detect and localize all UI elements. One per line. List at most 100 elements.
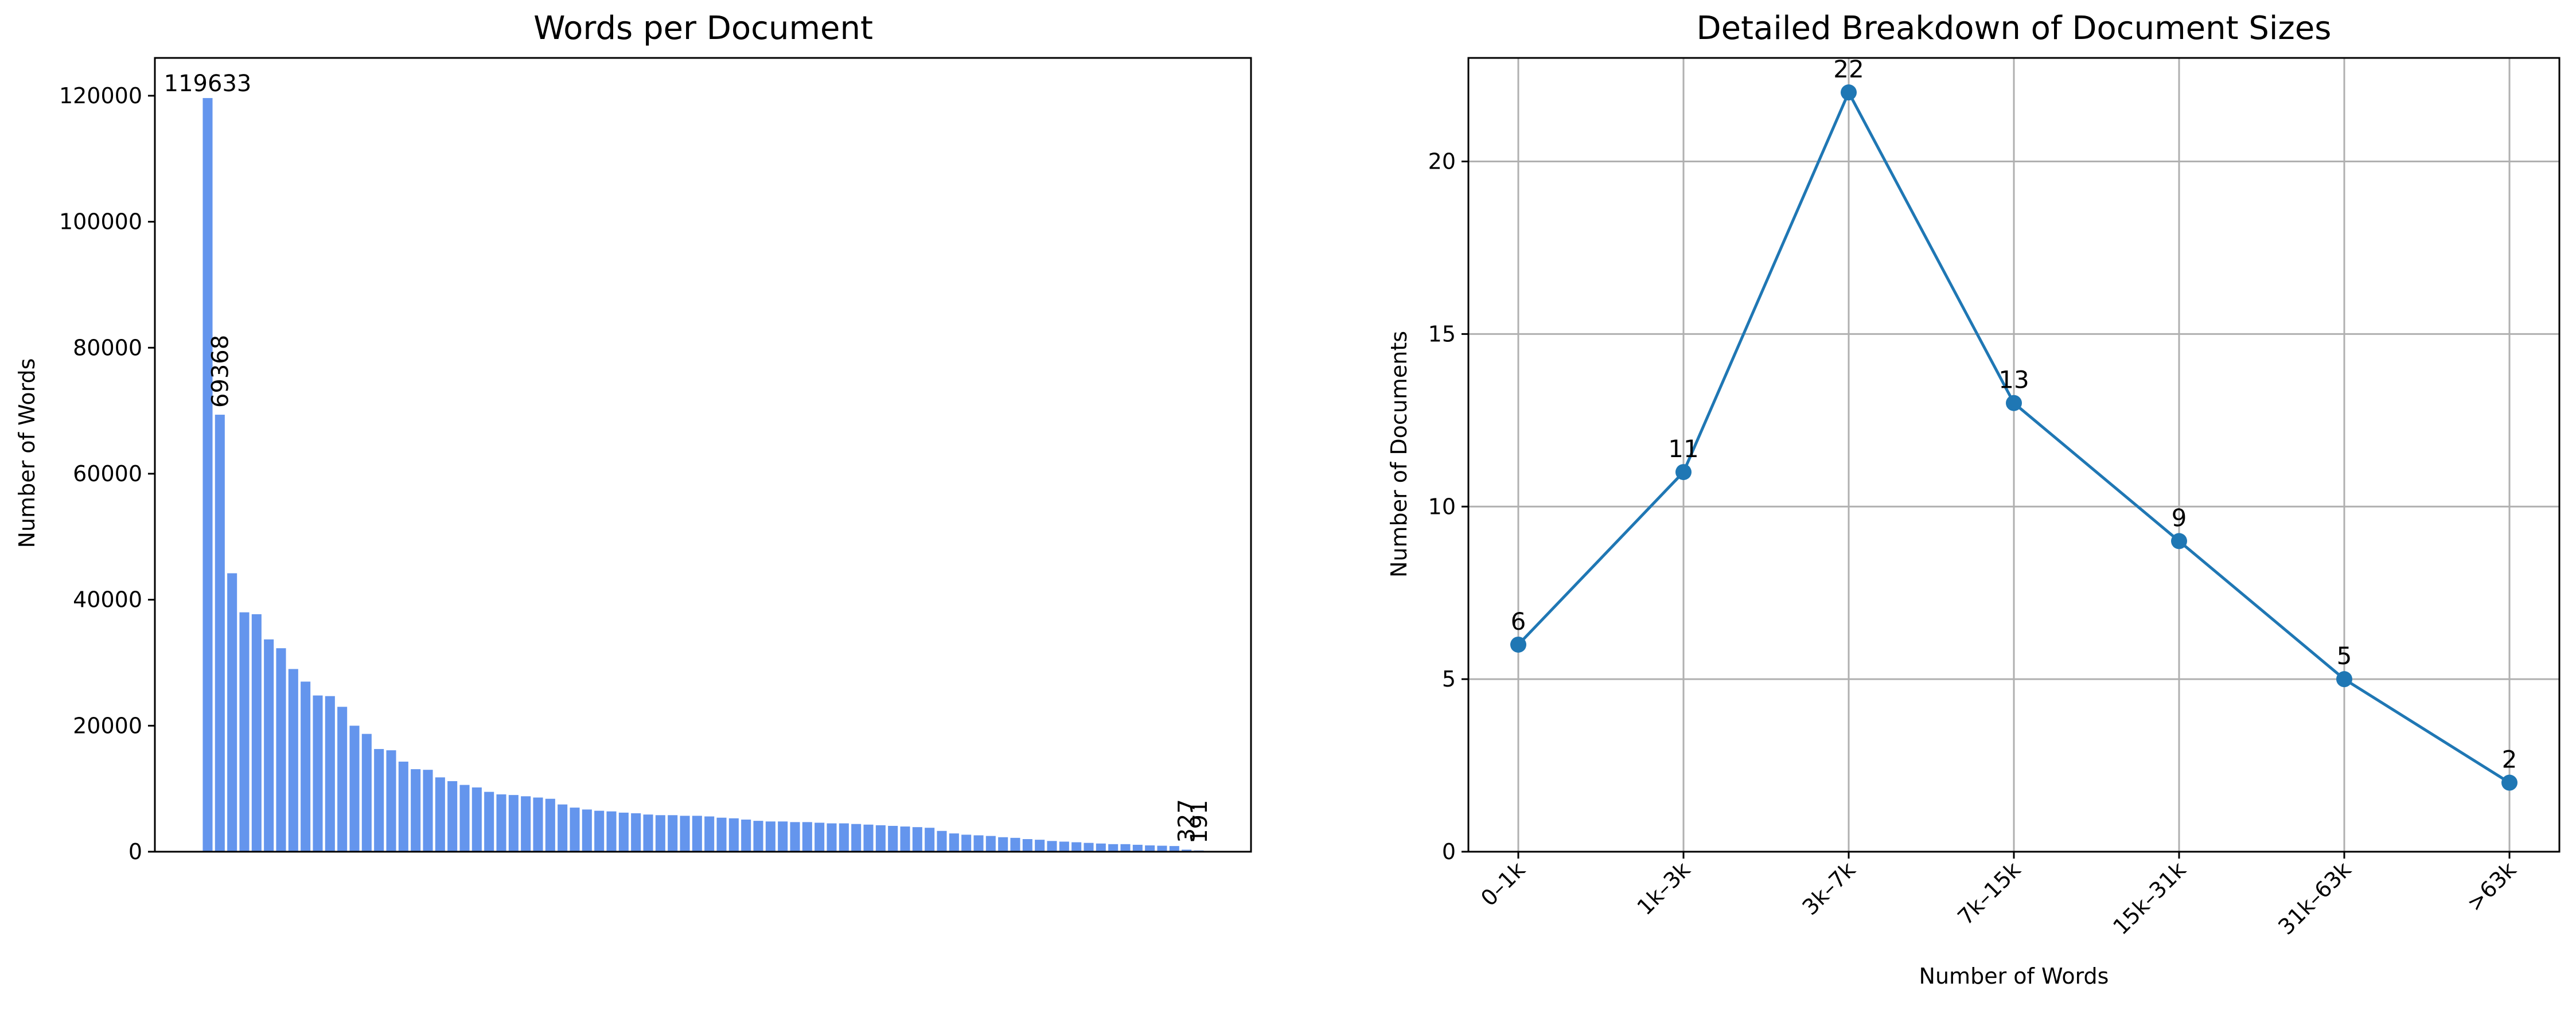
bar xyxy=(1010,837,1020,852)
data-point xyxy=(1675,464,1692,481)
bar xyxy=(1182,849,1192,852)
bar xyxy=(1108,844,1119,852)
x-tick-label: 0–1k xyxy=(1476,857,1530,911)
x-tick-label: 1k–3k xyxy=(1632,857,1695,920)
bar xyxy=(728,818,739,852)
bar xyxy=(815,822,825,852)
bar xyxy=(875,825,886,852)
bar xyxy=(668,815,678,852)
data-point xyxy=(1510,636,1526,653)
data-labels: 6 11 22 13 9 5 2 xyxy=(1511,55,2517,773)
y-axis-ticks: 0 20000 40000 60000 80000 100000 120000 xyxy=(59,83,155,864)
y-tick-label: 80000 xyxy=(73,335,142,360)
bar xyxy=(533,797,543,852)
y-axis-label: Number of Words xyxy=(14,358,40,548)
y-axis-label: Number of Documents xyxy=(1386,331,1412,578)
y-tick-label: 10 xyxy=(1428,494,1456,519)
bar-annotation: 327 xyxy=(1174,799,1201,843)
x-tick-label: 3k–7k xyxy=(1797,857,1860,920)
data-label: 6 xyxy=(1511,607,1526,635)
bar xyxy=(937,830,947,852)
bar xyxy=(471,787,482,852)
y-tick-label: 100000 xyxy=(59,209,142,235)
bar xyxy=(900,826,910,852)
y-tick-label: 0 xyxy=(1442,839,1456,864)
bar xyxy=(459,785,470,852)
bar xyxy=(1059,841,1069,852)
bar xyxy=(202,98,213,852)
bar xyxy=(888,825,898,852)
data-point xyxy=(2501,774,2517,791)
bar xyxy=(227,573,237,852)
y-tick-label: 120000 xyxy=(59,83,142,108)
bar xyxy=(643,814,653,852)
words-per-document-chart: Words per Document Number of Words 0 2000… xyxy=(14,10,1252,864)
y-tick-label: 0 xyxy=(128,839,142,864)
bar xyxy=(790,822,800,852)
bar xyxy=(1120,844,1131,852)
bar xyxy=(496,794,506,852)
bar xyxy=(301,681,311,852)
data-point xyxy=(2336,671,2352,688)
bar xyxy=(1145,845,1155,852)
bar xyxy=(508,795,519,852)
bar xyxy=(411,769,421,852)
bar xyxy=(215,415,225,852)
bar xyxy=(753,821,763,852)
bar xyxy=(655,815,665,852)
line-series xyxy=(1510,84,2517,791)
bar xyxy=(949,833,959,852)
y-tick-label: 5 xyxy=(1442,666,1456,692)
bar xyxy=(1071,842,1082,852)
y-tick-label: 20000 xyxy=(73,713,142,738)
bar xyxy=(1035,840,1045,852)
bar xyxy=(851,824,862,852)
bar xyxy=(398,761,408,852)
bar xyxy=(386,750,396,852)
chart-title: Words per Document xyxy=(533,10,873,47)
data-point xyxy=(1841,84,1857,101)
bar xyxy=(839,823,849,852)
x-axis-label: Number of Words xyxy=(1919,964,2109,989)
bar xyxy=(765,821,775,852)
bar xyxy=(1022,839,1032,852)
grid-lines xyxy=(1468,58,2559,853)
bar xyxy=(313,695,323,852)
bar-annotation: 69368 xyxy=(207,335,233,408)
bar xyxy=(558,804,568,852)
data-label: 5 xyxy=(2337,642,2352,670)
bar xyxy=(1157,845,1167,852)
bar xyxy=(594,810,605,852)
bar xyxy=(239,612,250,852)
x-tick-label: >63k xyxy=(2462,857,2521,916)
bar xyxy=(288,669,298,852)
bar xyxy=(618,812,629,852)
bar xyxy=(582,809,592,852)
bar xyxy=(973,835,984,852)
bar xyxy=(692,816,702,852)
bar-series xyxy=(202,98,1204,852)
bar xyxy=(349,726,360,852)
document-size-breakdown-chart: Detailed Breakdown of Document Sizes Num… xyxy=(1386,10,2561,989)
bar xyxy=(361,734,372,852)
bar xyxy=(276,648,286,852)
bar xyxy=(484,791,494,852)
x-axis-ticks: 0–1k 1k–3k 3k–7k 7k–15k 15k–31k 31k–63k >63k xyxy=(1476,852,2521,939)
bar xyxy=(337,707,348,852)
bar xyxy=(521,796,531,852)
data-label: 9 xyxy=(2172,504,2187,532)
data-label: 13 xyxy=(1998,366,2029,394)
bar xyxy=(827,823,837,852)
bar xyxy=(325,696,335,852)
x-tick-label: 15k–31k xyxy=(2108,857,2191,939)
plot-frame xyxy=(1467,57,2561,853)
data-label: 2 xyxy=(2502,746,2517,774)
bar xyxy=(423,770,433,852)
data-point xyxy=(2006,395,2022,411)
bar-annotation: 191 xyxy=(1186,800,1213,844)
x-tick-label: 7k–15k xyxy=(1953,857,2025,930)
bar xyxy=(680,816,690,852)
